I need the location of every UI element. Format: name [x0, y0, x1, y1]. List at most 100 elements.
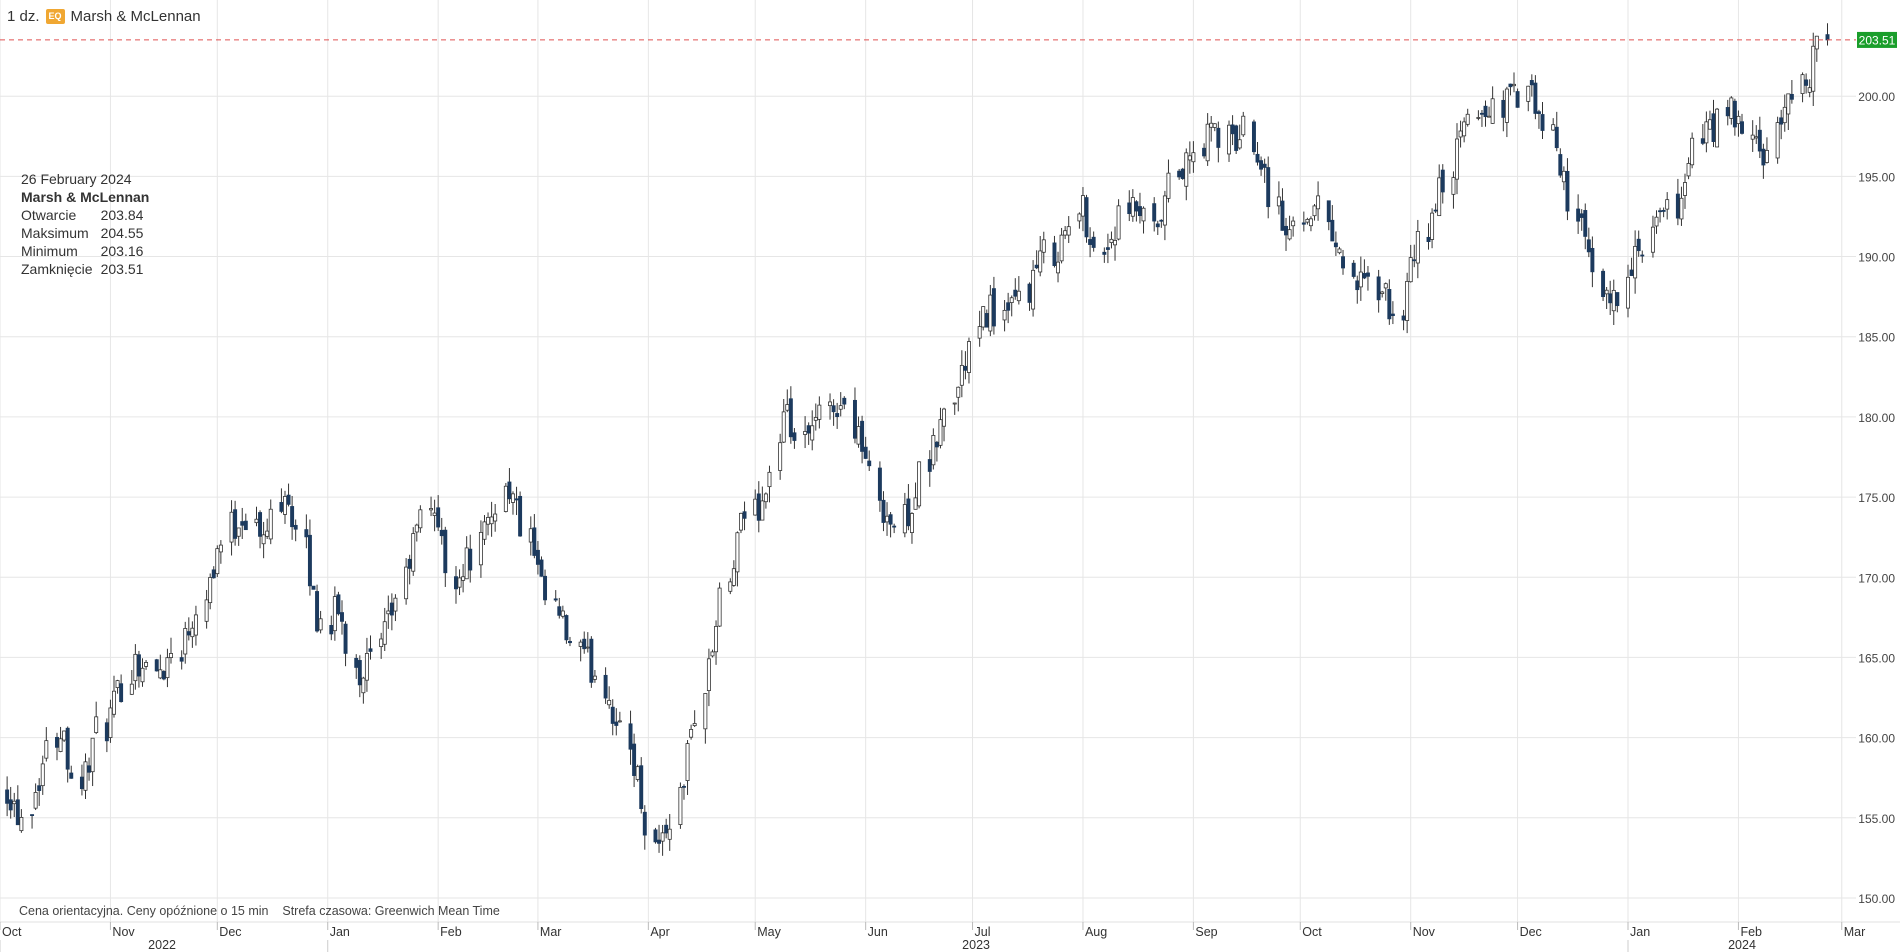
- candle-body-up: [1611, 289, 1616, 312]
- candle-body-up: [988, 294, 993, 332]
- candle: [1341, 249, 1345, 275]
- candle: [582, 631, 587, 654]
- candle-body-down: [1483, 105, 1488, 118]
- x-month-label: May: [757, 925, 781, 939]
- candle-body-up: [1775, 122, 1780, 159]
- candle-body-down: [30, 814, 35, 816]
- candle: [1259, 156, 1264, 176]
- candle: [1365, 266, 1370, 291]
- candle-body-up: [411, 533, 416, 572]
- candle-body-down: [307, 534, 312, 587]
- candle: [1487, 106, 1492, 118]
- candle: [1725, 99, 1730, 126]
- candle-body-up: [1650, 226, 1655, 253]
- candle-body-up: [1166, 172, 1171, 199]
- candle-body-down: [1230, 124, 1235, 135]
- candle: [888, 511, 893, 538]
- candle-body-up: [493, 513, 498, 522]
- candle: [190, 621, 195, 648]
- candle-body-down: [610, 706, 615, 724]
- candle-body-down: [1351, 262, 1356, 277]
- candle-body-down: [1804, 79, 1809, 86]
- candle-body-down: [1330, 219, 1335, 242]
- candle: [1013, 278, 1018, 300]
- candle: [1782, 94, 1787, 132]
- candle: [15, 785, 20, 826]
- candle-body-down: [1608, 293, 1613, 304]
- candle: [607, 686, 612, 709]
- candle-body-up: [1683, 182, 1687, 196]
- candle: [186, 617, 191, 641]
- candle-body-up: [956, 386, 961, 398]
- candle: [1704, 111, 1709, 153]
- candle: [1052, 235, 1057, 268]
- candle-body-down: [1565, 170, 1570, 212]
- candle-body-up: [735, 532, 740, 573]
- candle: [817, 396, 822, 429]
- candle: [988, 284, 993, 337]
- ohlc-row-open: Otwarcie 203.84: [21, 206, 143, 224]
- candle-body-up: [112, 690, 116, 715]
- candle: [632, 733, 637, 788]
- candle: [154, 658, 159, 672]
- candle: [33, 783, 38, 811]
- candle-body-up: [1241, 115, 1246, 136]
- candle-body-up: [1729, 97, 1734, 119]
- candle: [1216, 121, 1221, 163]
- candle-body-down: [1761, 148, 1766, 166]
- interval-label[interactable]: 1 dz.: [7, 7, 40, 25]
- candle: [792, 428, 797, 449]
- candle: [860, 415, 865, 464]
- candle-body-down: [881, 499, 886, 523]
- candle-body-up: [660, 832, 665, 842]
- candle: [129, 670, 134, 695]
- candle-body-up: [689, 729, 694, 738]
- candle: [1355, 275, 1360, 304]
- y-tick-label: 185.00: [1858, 331, 1895, 345]
- candle-body-down: [211, 569, 216, 579]
- candle-body-down: [1825, 34, 1830, 41]
- candle-body-down: [136, 654, 141, 677]
- candle: [717, 582, 722, 627]
- candle: [589, 636, 594, 688]
- candle: [1611, 279, 1616, 325]
- candle: [1590, 236, 1595, 288]
- candle-body-up: [1380, 291, 1385, 294]
- candle: [1615, 292, 1620, 313]
- candle: [902, 492, 907, 538]
- candle-body-down: [1259, 160, 1264, 170]
- candle: [1166, 159, 1171, 203]
- candle: [756, 481, 761, 533]
- candle-body-up: [229, 511, 234, 543]
- candle-body-down: [55, 736, 59, 748]
- candle: [361, 676, 366, 704]
- candle: [318, 610, 323, 634]
- candle-body-down: [835, 413, 840, 418]
- x-year-label: 2022: [148, 938, 176, 952]
- candle-body-down: [304, 529, 309, 538]
- candle-body-down: [1390, 313, 1395, 316]
- candle: [1155, 220, 1160, 236]
- candle: [1362, 259, 1367, 280]
- candle: [407, 554, 412, 585]
- candle: [753, 489, 758, 516]
- candle-body-down: [1216, 127, 1221, 148]
- candle: [40, 755, 45, 795]
- candle: [1237, 124, 1242, 150]
- candle-body-up: [1056, 261, 1060, 274]
- candle: [966, 337, 971, 384]
- candle: [1162, 190, 1167, 241]
- candle-body-up: [731, 568, 736, 586]
- candle-body-up: [592, 675, 597, 680]
- candle: [290, 495, 295, 540]
- candle-body-down: [653, 829, 658, 843]
- candle-body-up: [1109, 238, 1114, 243]
- candle: [1654, 210, 1659, 234]
- candle: [62, 730, 67, 743]
- candle: [991, 276, 996, 335]
- candle-body-up: [1237, 139, 1242, 149]
- candle: [1540, 101, 1545, 140]
- candle: [1113, 226, 1117, 261]
- candle-body-down: [1137, 206, 1142, 217]
